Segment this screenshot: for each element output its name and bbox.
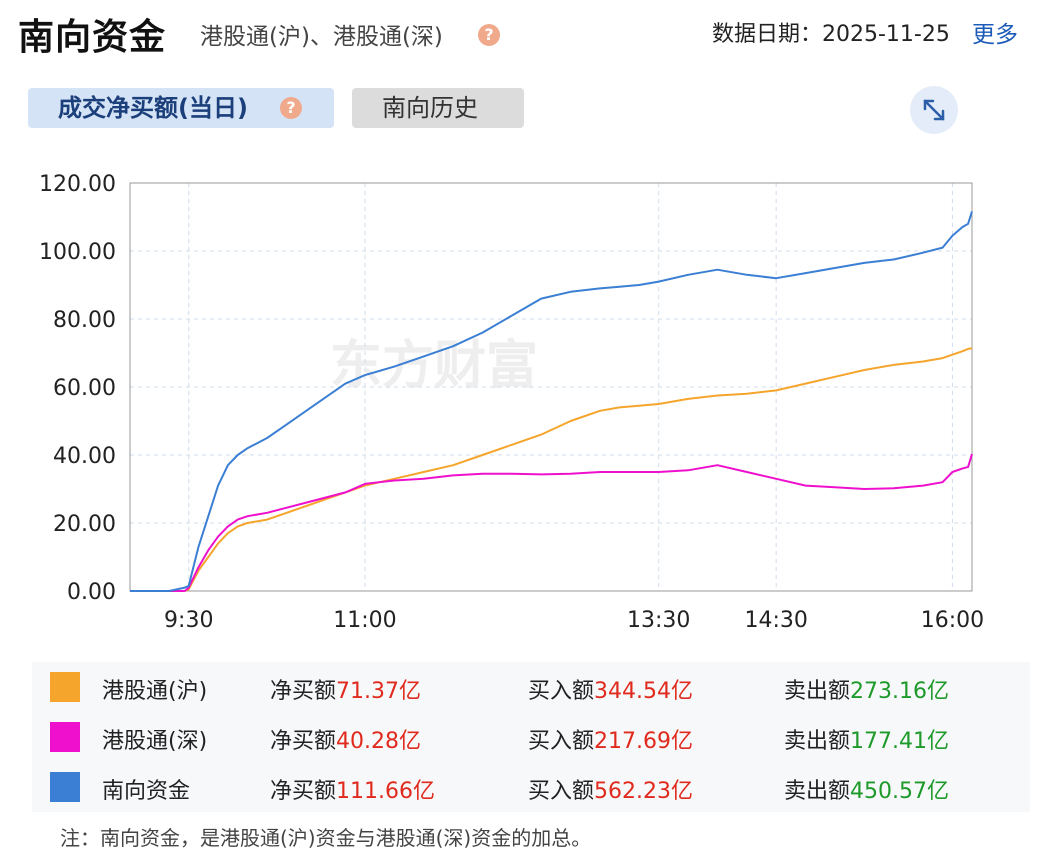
buy-value: 344.54亿 <box>594 679 693 704</box>
sell-value: 450.57亿 <box>850 779 949 804</box>
legend-row-sz: 港股通(深) 净买额40.28亿 买入额217.69亿 卖出额177.41亿 <box>32 712 1030 762</box>
y-tick-label: 40.00 <box>53 444 116 469</box>
y-tick-label: 80.00 <box>53 308 116 333</box>
net-buy-label: 净买额 <box>270 679 337 704</box>
legend-name: 港股通(沪) <box>102 679 208 704</box>
y-tick-label: 0.00 <box>67 580 116 605</box>
legend-name: 南向资金 <box>102 779 191 804</box>
net-buy-value: 40.28亿 <box>336 729 421 754</box>
buy-cell: 买入额344.54亿 <box>528 673 693 705</box>
data-date: 数据日期：2025-11-25 <box>712 22 950 47</box>
x-tick-label: 14:30 <box>744 608 807 633</box>
plot-frame <box>129 182 973 592</box>
series-line-0 <box>130 347 973 592</box>
y-tick-label: 60.00 <box>53 376 116 401</box>
help-icon[interactable]: ? <box>478 24 500 46</box>
chart-axes <box>129 182 973 592</box>
legend-swatch-total <box>50 772 80 802</box>
sell-value: 177.41亿 <box>850 729 949 754</box>
x-tick-label: 11:00 <box>333 608 396 633</box>
y-tick-label: 20.00 <box>53 512 116 537</box>
net-buy-label: 净买额 <box>270 779 337 804</box>
page-subtitle: 港股通(沪)、港股通(深) <box>200 24 443 50</box>
net-buy-cell: 净买额111.66亿 <box>270 773 435 805</box>
tab-label: 南向历史 <box>382 94 478 122</box>
tab-net-buy-today[interactable]: 成交净买额(当日) ? <box>28 88 334 128</box>
legend-swatch-sz <box>50 722 80 752</box>
chart-ticks: 120.00 100.00 80.00 60.00 40.00 20.00 0.00 9:30… <box>39 172 984 633</box>
footnote: 注：南向资金，是港股通(沪)资金与港股通(深)资金的加总。 <box>60 826 592 850</box>
legend-swatch-sh <box>50 672 80 702</box>
legend-table: 港股通(沪) 净买额71.37亿 买入额344.54亿 卖出额273.16亿 港… <box>32 662 1030 812</box>
intraday-chart: 东方财富 120.00 100.00 80.00 60.00 40.00 20.00 0.0… <box>0 160 1038 640</box>
sell-label: 卖出额 <box>784 779 851 804</box>
x-tick-label: 9:30 <box>164 608 213 633</box>
sell-label: 卖出额 <box>784 679 851 704</box>
buy-value: 562.23亿 <box>594 779 693 804</box>
legend-row-total: 南向资金 净买额111.66亿 买入额562.23亿 卖出额450.57亿 <box>32 762 1030 812</box>
y-tick-label: 100.00 <box>39 240 116 265</box>
buy-label: 买入额 <box>528 779 595 804</box>
tab-southbound-history[interactable]: 南向历史 <box>352 88 524 128</box>
net-buy-value: 111.66亿 <box>336 779 435 804</box>
chart-grid <box>130 183 972 591</box>
buy-cell: 买入额217.69亿 <box>528 723 693 755</box>
sell-cell: 卖出额450.57亿 <box>784 773 949 805</box>
more-link[interactable]: 更多 <box>972 22 1018 48</box>
sell-cell: 卖出额273.16亿 <box>784 673 949 705</box>
chart-svg: 东方财富 120.00100.0080.0060.0040.0020.000.0… <box>39 172 984 633</box>
y-tick-label: 120.00 <box>39 172 116 197</box>
sell-value: 273.16亿 <box>850 679 949 704</box>
help-icon[interactable]: ? <box>280 97 302 119</box>
x-tick-label: 16:00 <box>921 608 984 633</box>
expand-button[interactable] <box>910 86 958 134</box>
series-line-1 <box>130 453 973 592</box>
buy-cell: 买入额562.23亿 <box>528 773 693 805</box>
net-buy-value: 71.37亿 <box>336 679 421 704</box>
buy-label: 买入额 <box>528 679 595 704</box>
buy-label: 买入额 <box>528 729 595 754</box>
series-line-2 <box>130 211 973 592</box>
net-buy-cell: 净买额40.28亿 <box>270 723 421 755</box>
net-buy-label: 净买额 <box>270 729 337 754</box>
expand-arrows-icon <box>923 99 945 121</box>
legend-row-sh: 港股通(沪) 净买额71.37亿 买入额344.54亿 卖出额273.16亿 <box>32 662 1030 712</box>
sell-cell: 卖出额177.41亿 <box>784 723 949 755</box>
x-tick-label: 13:30 <box>627 608 690 633</box>
legend-name: 港股通(深) <box>102 729 208 754</box>
chart-series <box>130 211 973 592</box>
buy-value: 217.69亿 <box>594 729 693 754</box>
header: 南向资金 港股通(沪)、港股通(深) ? 数据日期：2025-11-25 更多 <box>0 0 1038 62</box>
page-title: 南向资金 <box>18 17 167 58</box>
tab-label: 成交净买额(当日) <box>58 94 248 122</box>
net-buy-cell: 净买额71.37亿 <box>270 673 421 705</box>
sell-label: 卖出额 <box>784 729 851 754</box>
